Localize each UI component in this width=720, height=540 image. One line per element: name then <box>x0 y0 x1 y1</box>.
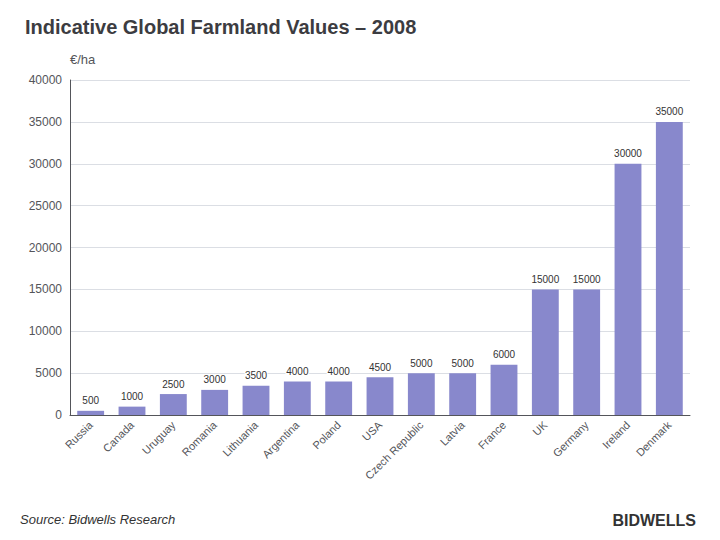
svg-text:France: France <box>476 419 509 452</box>
svg-text:4000: 4000 <box>286 366 309 377</box>
svg-text:UK: UK <box>530 418 550 438</box>
svg-text:Ireland: Ireland <box>600 419 632 451</box>
svg-text:Indicative Global Farmland Val: Indicative Global Farmland Values – 2008 <box>25 16 416 38</box>
svg-text:Argentina: Argentina <box>260 418 302 460</box>
svg-text:1000: 1000 <box>121 391 144 402</box>
svg-text:Source: Bidwells Research: Source: Bidwells Research <box>20 512 175 527</box>
svg-text:2500: 2500 <box>162 379 185 390</box>
svg-text:40000: 40000 <box>29 73 63 87</box>
svg-text:35000: 35000 <box>29 115 63 129</box>
svg-text:10000: 10000 <box>29 324 63 338</box>
svg-text:4500: 4500 <box>369 362 392 373</box>
svg-text:Russia: Russia <box>63 418 96 451</box>
svg-text:5000: 5000 <box>452 358 475 369</box>
svg-text:Czech Republic: Czech Republic <box>363 418 426 481</box>
svg-text:Poland: Poland <box>310 419 343 452</box>
svg-text:5000: 5000 <box>35 366 62 380</box>
svg-text:5000: 5000 <box>410 358 433 369</box>
svg-text:Uruguay: Uruguay <box>140 418 178 456</box>
svg-text:€/ha: €/ha <box>70 52 96 67</box>
svg-text:15000: 15000 <box>29 282 63 296</box>
svg-text:BIDWELLS: BIDWELLS <box>612 512 696 529</box>
svg-text:15000: 15000 <box>573 274 601 285</box>
svg-text:3000: 3000 <box>204 374 227 385</box>
svg-text:0: 0 <box>55 408 62 422</box>
svg-text:Denmark: Denmark <box>634 418 674 458</box>
svg-text:35000: 35000 <box>655 106 683 117</box>
svg-text:Germany: Germany <box>550 418 591 459</box>
svg-text:25000: 25000 <box>29 199 63 213</box>
svg-text:USA: USA <box>360 418 385 443</box>
svg-text:Canada: Canada <box>101 418 137 454</box>
svg-text:500: 500 <box>82 395 99 406</box>
svg-text:30000: 30000 <box>614 148 642 159</box>
svg-text:Latvia: Latvia <box>438 418 468 448</box>
svg-text:3500: 3500 <box>245 370 268 381</box>
svg-text:20000: 20000 <box>29 241 63 255</box>
svg-text:30000: 30000 <box>29 157 63 171</box>
svg-text:6000: 6000 <box>493 349 516 360</box>
svg-text:Lithuania: Lithuania <box>220 418 261 459</box>
svg-text:Romania: Romania <box>179 418 219 458</box>
svg-text:15000: 15000 <box>531 274 559 285</box>
svg-text:4000: 4000 <box>328 366 351 377</box>
